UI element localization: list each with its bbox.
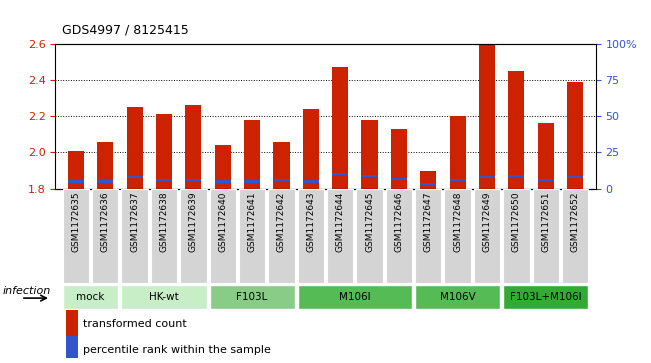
Text: GSM1172636: GSM1172636 <box>101 192 110 252</box>
Text: GSM1172647: GSM1172647 <box>424 192 433 252</box>
Bar <box>66 310 78 337</box>
Bar <box>66 337 78 362</box>
Text: GSM1172639: GSM1172639 <box>189 192 198 252</box>
Bar <box>538 179 554 181</box>
Bar <box>450 179 465 181</box>
Bar <box>97 180 113 183</box>
FancyBboxPatch shape <box>298 189 324 283</box>
Bar <box>215 145 231 189</box>
FancyBboxPatch shape <box>151 189 177 283</box>
FancyBboxPatch shape <box>62 285 118 309</box>
Bar <box>156 114 172 189</box>
Text: M106I: M106I <box>339 292 370 302</box>
FancyBboxPatch shape <box>533 189 559 283</box>
Bar <box>332 67 348 189</box>
Bar <box>361 120 378 189</box>
FancyBboxPatch shape <box>239 189 266 283</box>
FancyBboxPatch shape <box>562 189 589 283</box>
Text: GSM1172641: GSM1172641 <box>247 192 256 252</box>
Bar <box>567 82 583 189</box>
Bar <box>273 142 290 189</box>
Bar <box>126 107 143 189</box>
Bar <box>508 71 525 189</box>
FancyBboxPatch shape <box>445 189 471 283</box>
Bar <box>479 44 495 189</box>
FancyBboxPatch shape <box>121 285 206 309</box>
Bar <box>244 180 260 183</box>
Bar <box>420 171 436 189</box>
Text: GSM1172651: GSM1172651 <box>541 192 550 252</box>
Text: GSM1172650: GSM1172650 <box>512 192 521 252</box>
Text: mock: mock <box>76 292 105 302</box>
Bar <box>479 176 495 178</box>
FancyBboxPatch shape <box>503 189 530 283</box>
Bar <box>303 109 319 189</box>
Bar <box>68 151 84 189</box>
Bar <box>186 179 201 181</box>
Text: GSM1172648: GSM1172648 <box>453 192 462 252</box>
Text: GSM1172646: GSM1172646 <box>395 192 404 252</box>
Bar <box>332 173 348 175</box>
Text: GDS4997 / 8125415: GDS4997 / 8125415 <box>62 23 189 36</box>
Text: GSM1172640: GSM1172640 <box>218 192 227 252</box>
Text: GSM1172652: GSM1172652 <box>571 192 579 252</box>
FancyBboxPatch shape <box>210 189 236 283</box>
Text: transformed count: transformed count <box>83 319 187 329</box>
Bar <box>186 105 201 189</box>
Bar <box>391 178 407 180</box>
FancyBboxPatch shape <box>474 189 500 283</box>
Bar <box>391 129 407 189</box>
FancyBboxPatch shape <box>503 285 589 309</box>
Text: M106V: M106V <box>440 292 475 302</box>
Bar <box>538 123 554 189</box>
FancyBboxPatch shape <box>121 189 148 283</box>
Text: GSM1172643: GSM1172643 <box>307 192 315 252</box>
Bar <box>450 116 465 189</box>
Text: GSM1172645: GSM1172645 <box>365 192 374 252</box>
Bar <box>68 180 84 183</box>
Bar <box>303 180 319 183</box>
Bar <box>156 179 172 181</box>
Bar <box>97 142 113 189</box>
Text: GSM1172644: GSM1172644 <box>336 192 344 252</box>
FancyBboxPatch shape <box>385 189 412 283</box>
FancyBboxPatch shape <box>268 189 295 283</box>
Text: F103L: F103L <box>236 292 268 302</box>
Bar <box>126 176 143 178</box>
Bar <box>508 175 525 177</box>
Bar <box>567 176 583 178</box>
Bar <box>215 180 231 183</box>
FancyBboxPatch shape <box>62 189 89 283</box>
FancyBboxPatch shape <box>327 189 353 283</box>
Text: GSM1172649: GSM1172649 <box>482 192 492 252</box>
Text: GSM1172638: GSM1172638 <box>159 192 169 252</box>
FancyBboxPatch shape <box>415 285 500 309</box>
Text: GSM1172637: GSM1172637 <box>130 192 139 252</box>
Text: GSM1172635: GSM1172635 <box>72 192 80 252</box>
FancyBboxPatch shape <box>92 189 118 283</box>
FancyBboxPatch shape <box>180 189 206 283</box>
Bar <box>420 183 436 185</box>
Text: GSM1172642: GSM1172642 <box>277 192 286 252</box>
FancyBboxPatch shape <box>415 189 441 283</box>
Text: infection: infection <box>3 286 51 296</box>
Text: HK-wt: HK-wt <box>149 292 179 302</box>
Text: F103L+M106I: F103L+M106I <box>510 292 581 302</box>
Bar <box>273 179 290 181</box>
FancyBboxPatch shape <box>356 189 383 283</box>
Text: percentile rank within the sample: percentile rank within the sample <box>83 344 271 355</box>
Bar <box>361 175 378 177</box>
Bar <box>244 120 260 189</box>
FancyBboxPatch shape <box>298 285 412 309</box>
FancyBboxPatch shape <box>210 285 295 309</box>
